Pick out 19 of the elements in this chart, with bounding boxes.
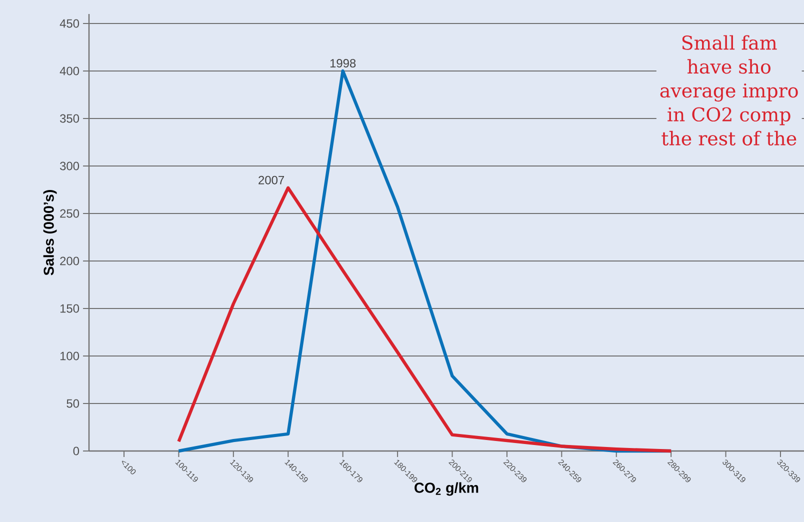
series-label: 2007: [258, 176, 284, 184]
y-tick-label: 250: [60, 209, 80, 218]
annotation: have sho: [687, 59, 770, 74]
annotation: average impro: [660, 83, 798, 102]
annotation: the rest of the: [662, 130, 796, 146]
y-tick-label: 200: [60, 256, 80, 266]
y-tick-label: 150: [60, 304, 80, 313]
y-tick-label: 450: [60, 19, 80, 28]
annotation: Small fam: [682, 35, 777, 50]
annotation: in CO2 comp: [668, 107, 790, 126]
y-tick-label: 350: [60, 114, 80, 123]
y-tick-label: 0: [73, 446, 80, 456]
y-tick-label: 300: [60, 162, 80, 170]
y-tick-label: 400: [60, 66, 80, 76]
y-tick-label: 50: [66, 399, 80, 408]
y-tick-label: 100: [60, 352, 80, 360]
x-axis-title: CO$_{2}$ g/km: [414, 482, 478, 496]
series-label: 1998: [330, 59, 356, 68]
y-axis-title: Sales (000’s): [43, 190, 57, 276]
